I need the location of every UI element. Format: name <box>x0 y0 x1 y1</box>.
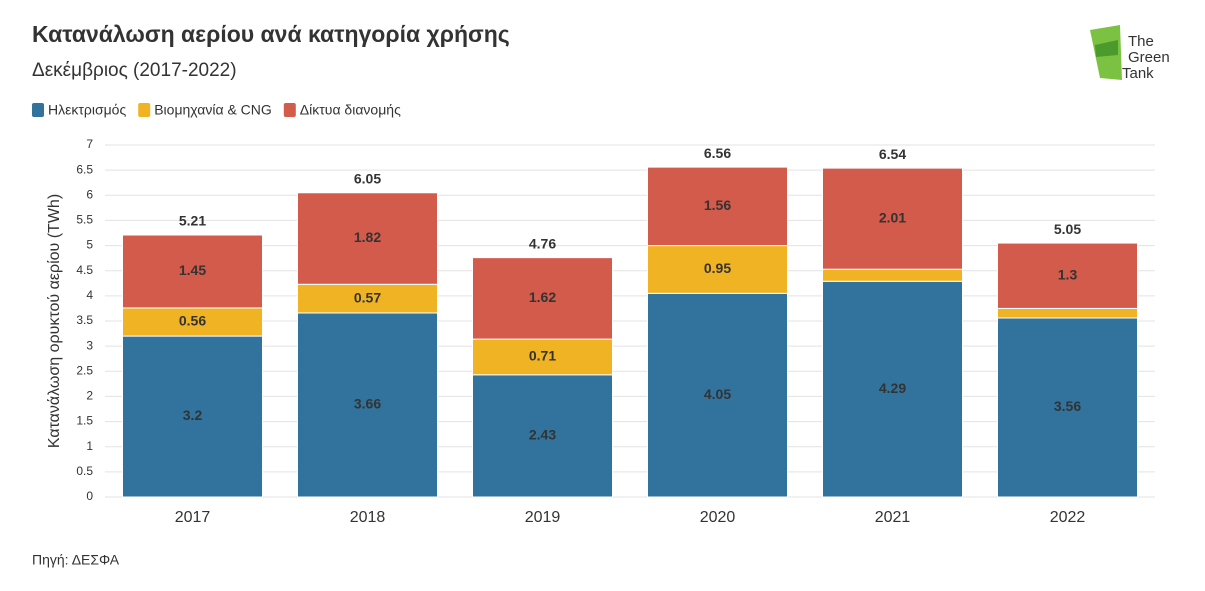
data-label: 3.66 <box>354 396 381 412</box>
bar-segment <box>122 307 263 337</box>
chart-subtitle: Δεκέμβριος (2017-2022) <box>32 60 237 81</box>
bar-segment <box>997 242 1138 309</box>
legend-swatch <box>138 103 151 117</box>
y-axis-label: Κατανάλωση ορυκτού αερίου (TWh) <box>46 194 63 448</box>
bar-segment <box>122 234 263 309</box>
data-label: 0.57 <box>354 289 381 305</box>
y-tick-label: 0 <box>86 489 93 503</box>
total-label: 5.21 <box>179 213 206 229</box>
y-tick-label: 7 <box>86 137 93 151</box>
total-label: 6.54 <box>879 146 906 162</box>
legend-swatch <box>32 103 44 117</box>
x-tick-label: 2018 <box>350 509 386 526</box>
data-label: 0.56 <box>179 313 206 329</box>
data-label: 0.71 <box>529 348 556 364</box>
y-tick-label: 2 <box>86 389 93 403</box>
bar-segment <box>997 317 1138 498</box>
bar-segment <box>297 283 438 314</box>
x-tick-label: 2017 <box>175 509 211 526</box>
data-label: 2.43 <box>529 427 556 443</box>
y-tick-label: 6.5 <box>76 162 93 176</box>
logo: The Green Tank <box>1090 25 1170 82</box>
bar-segment <box>122 335 263 498</box>
y-tick-label: 3.5 <box>76 313 93 327</box>
bar-segment <box>822 167 963 270</box>
chart-title: Κατανάλωση αερίου ανά κατηγορία χρήσης <box>32 21 510 47</box>
bar-segment <box>822 268 963 282</box>
bar-segment <box>997 307 1138 319</box>
legend-label: Βιομηχανία & CNG <box>154 102 272 118</box>
data-label: 3.56 <box>1054 398 1081 414</box>
y-tick-label: 0.5 <box>76 464 93 478</box>
x-tick-label: 2019 <box>525 509 561 526</box>
source-note: Πηγή: ΔΕΣΦΑ <box>32 552 120 568</box>
data-label: 4.29 <box>879 380 906 396</box>
bar-segment <box>822 280 963 498</box>
legend-label: Δίκτυα διανομής <box>300 102 401 118</box>
data-label: 4.05 <box>704 386 731 402</box>
y-tick-label: 6 <box>86 187 93 201</box>
data-label: 1.45 <box>179 262 206 278</box>
bar-segment <box>647 245 788 294</box>
bar-segment <box>297 192 438 285</box>
total-label: 5.05 <box>1054 221 1081 237</box>
bar-segment <box>647 292 788 498</box>
y-tick-label: 4.5 <box>76 263 93 277</box>
logo-text: Green <box>1128 49 1170 66</box>
total-label: 6.56 <box>704 145 731 161</box>
data-label: 0.95 <box>704 260 731 276</box>
bar-segment <box>472 338 613 376</box>
bar-segment <box>297 312 438 498</box>
data-label: 1.56 <box>704 197 731 213</box>
legend-swatch <box>283 103 296 117</box>
data-label: 1.3 <box>1058 266 1078 282</box>
y-tick-label: 3 <box>86 338 93 352</box>
legend-label: Ηλεκτρισμός <box>48 102 126 118</box>
x-tick-label: 2022 <box>1050 509 1086 526</box>
bar-segment <box>472 257 613 340</box>
x-tick-label: 2021 <box>875 509 911 526</box>
data-label: 2.01 <box>879 209 906 225</box>
y-tick-label: 4 <box>86 288 93 302</box>
data-label: 3.2 <box>183 407 203 423</box>
y-tick-label: 1 <box>86 439 93 453</box>
y-tick-label: 1.5 <box>76 414 93 428</box>
data-label: 1.82 <box>354 229 381 245</box>
y-tick-label: 2.5 <box>76 363 93 377</box>
y-tick-label: 5.5 <box>76 213 93 227</box>
bar-segment <box>647 166 788 247</box>
total-label: 6.05 <box>354 170 381 186</box>
total-label: 4.76 <box>529 235 556 251</box>
logo-text: Tank <box>1122 65 1154 82</box>
logo-text: The <box>1128 33 1154 50</box>
y-tick-label: 5 <box>86 238 93 252</box>
data-label: 1.62 <box>529 289 556 305</box>
logo-mark <box>1095 40 1118 57</box>
bar-segment <box>472 374 613 498</box>
x-tick-label: 2020 <box>700 509 736 526</box>
